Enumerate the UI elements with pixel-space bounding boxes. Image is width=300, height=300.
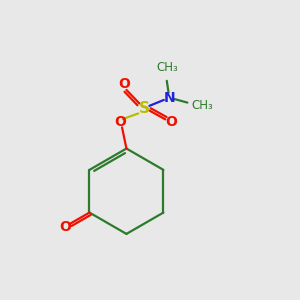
Text: CH₃: CH₃ xyxy=(192,99,214,112)
Text: O: O xyxy=(59,220,71,234)
Text: CH₃: CH₃ xyxy=(156,61,178,74)
Text: O: O xyxy=(115,115,127,129)
Text: S: S xyxy=(139,101,150,116)
Text: O: O xyxy=(165,115,177,129)
Text: O: O xyxy=(118,77,130,91)
Text: N: N xyxy=(163,91,175,105)
